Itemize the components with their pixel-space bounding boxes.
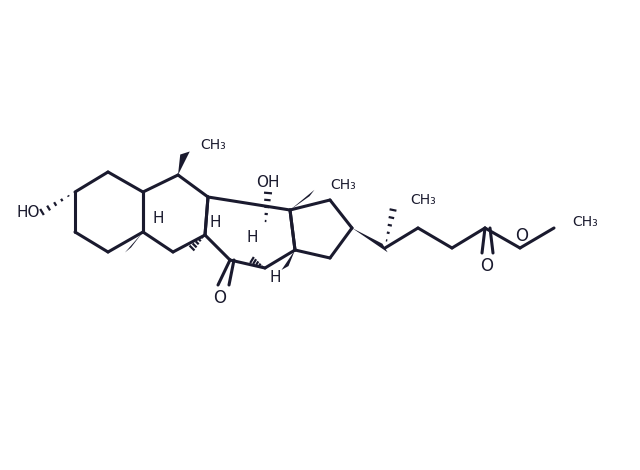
Text: H: H (269, 271, 281, 285)
Text: H: H (246, 229, 258, 244)
Text: CH₃: CH₃ (410, 193, 436, 207)
Text: O: O (214, 289, 227, 307)
Text: HO: HO (16, 204, 40, 219)
Text: CH₃: CH₃ (572, 215, 598, 229)
Text: OH: OH (256, 174, 280, 189)
Text: O: O (515, 227, 529, 245)
Text: CH₃: CH₃ (200, 138, 226, 152)
Polygon shape (352, 228, 388, 252)
Polygon shape (282, 250, 295, 270)
Text: H: H (152, 211, 164, 226)
Text: CH₃: CH₃ (330, 178, 356, 192)
Polygon shape (125, 232, 143, 252)
Polygon shape (290, 190, 314, 210)
Text: H: H (209, 214, 221, 229)
Polygon shape (178, 151, 190, 175)
Text: O: O (481, 257, 493, 275)
